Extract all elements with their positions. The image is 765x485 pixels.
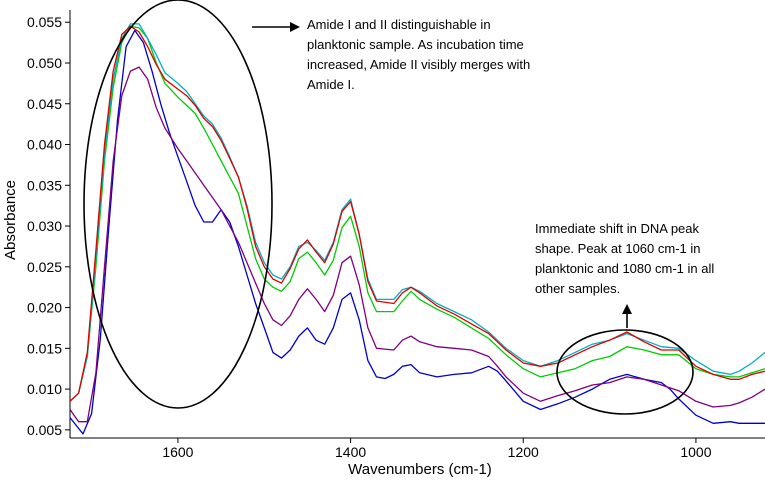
x-tick-label: 1000 (680, 444, 711, 460)
spectrum-line-5 (70, 25, 765, 402)
y-axis-title: Absorbance (2, 180, 19, 260)
dna-annotation-text: Immediate shift in DNA peak shape. Peak … (535, 221, 718, 296)
amide-annotation-line: increased, Amide II visibly merges with (307, 57, 530, 72)
amide-annotation-line: Amide I and II distinguishable in (307, 17, 491, 32)
y-tick-label: 0.035 (27, 177, 62, 193)
y-tick-label: 0.040 (27, 137, 62, 153)
dna-annotation-line: planktonic and 1080 cm-1 in all (535, 261, 714, 276)
y-tick-label: 0.030 (27, 218, 62, 234)
spectrum-line-1 (70, 29, 765, 435)
dna-annotation-line: Immediate shift in DNA peak (535, 221, 700, 236)
x-axis-title: Wavenumbers (cm-1) (348, 461, 492, 478)
dna-annotation-line: shape. Peak at 1060 cm-1 in (535, 241, 701, 256)
dna-annotation-arrowhead (622, 304, 632, 314)
amide-annotation-line: planktonic sample. As incubation time (307, 37, 524, 52)
y-tick-label: 0.050 (27, 55, 62, 71)
x-tick-label: 1200 (508, 444, 539, 460)
x-tick-label: 1600 (162, 444, 193, 460)
amide-annotation-text: Amide I and II distinguishable in plankt… (307, 17, 534, 92)
y-tick-label: 0.045 (27, 96, 62, 112)
y-tick-label: 0.005 (27, 422, 62, 438)
y-tick-label: 0.010 (27, 381, 62, 397)
spectrum-line-2 (70, 66, 765, 423)
amide-annotation-line: Amide I. (307, 77, 355, 92)
dna-region-ellipse (556, 329, 694, 415)
y-tick-label: 0.055 (27, 14, 62, 30)
x-tick-label: 1400 (335, 444, 366, 460)
y-tick-label: 0.015 (27, 340, 62, 356)
y-axis-ticks: 0.005 0.010 0.015 0.020 0.025 0.030 0.035 0.040… (27, 14, 70, 438)
amide-annotation-arrowhead (290, 22, 300, 32)
y-tick-label: 0.025 (27, 259, 62, 275)
spectra-series (70, 23, 765, 435)
y-tick-label: 0.020 (27, 300, 62, 316)
amide-region-ellipse (83, 0, 273, 409)
x-axis-ticks: 1600 1400 1200 1000 (162, 438, 712, 460)
dna-annotation-line: other samples. (535, 281, 620, 296)
